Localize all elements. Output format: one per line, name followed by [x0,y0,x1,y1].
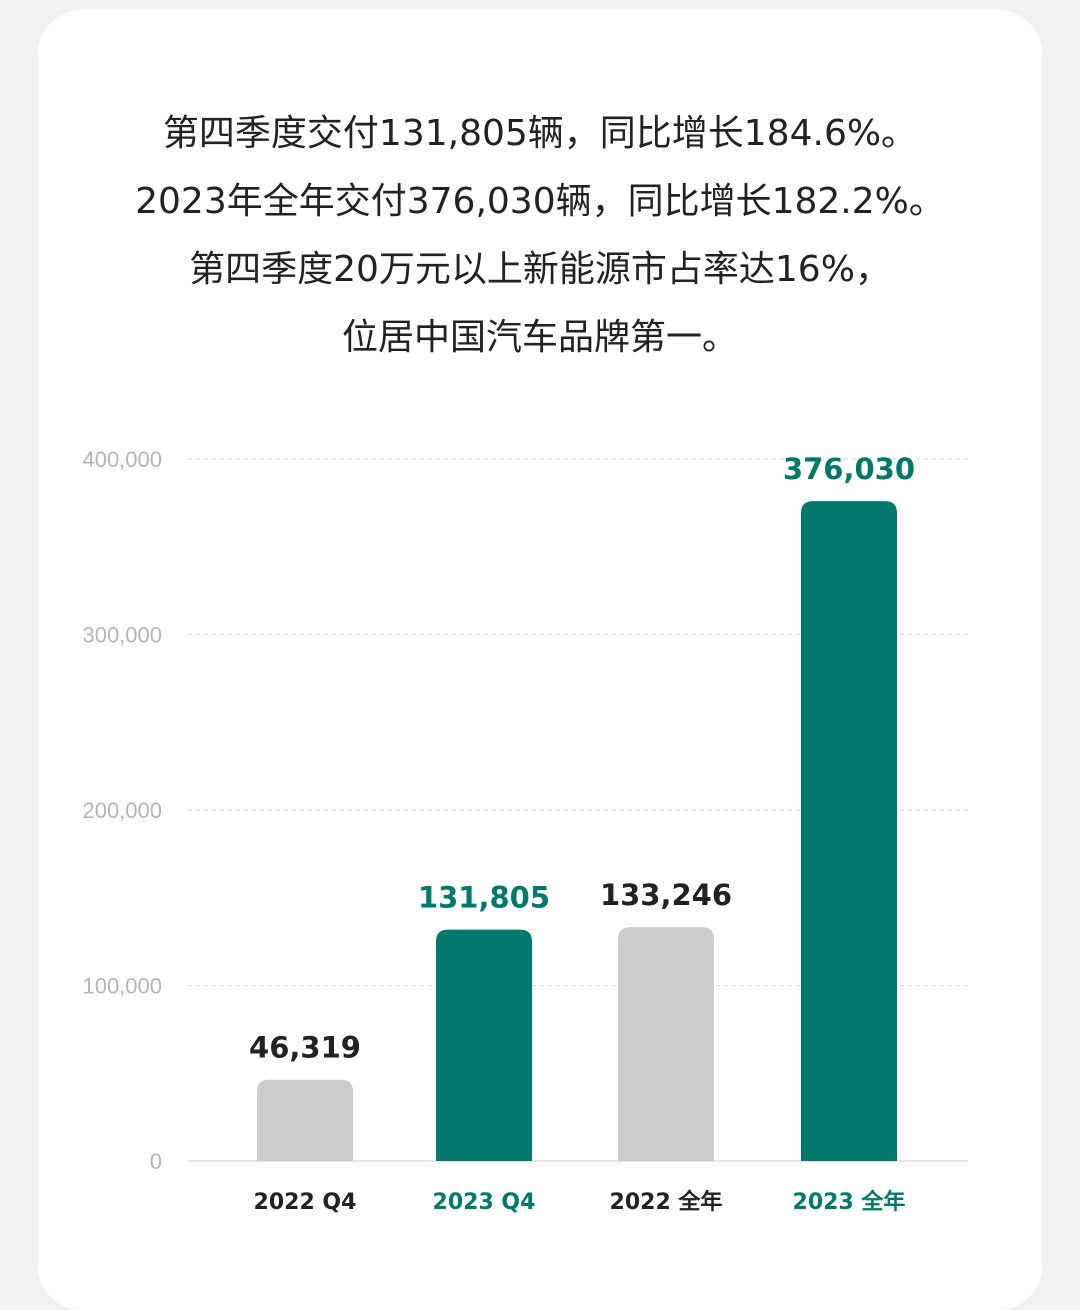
headline-line-4: 位居中国汽车品牌第一。 [341,317,738,358]
y-tick-label: 0 [150,1149,162,1174]
headline-line-3: 第四季度20万元以上新能源市占率达16%， [189,249,891,290]
bar [618,927,714,1161]
bar-value-label: 131,805 [418,881,550,915]
bar [257,1079,353,1161]
bar-chart: 0 100,000 200,000 300,000 400,000 46,319 2022 … [82,447,968,1215]
headline: 第四季度交付131,805辆，同比增长184.6%。 2023年全年交付376,… [0,100,1080,372]
bar-value-label: 376,030 [783,452,915,486]
headline-line-2: 2023年全年交付376,030辆，同比增长182.2%。 [135,181,945,222]
y-tick-label: 400,000 [82,447,162,472]
x-tick-label: 2023 全年 [793,1189,906,1215]
y-tick-label: 200,000 [82,798,162,823]
bar-value-label: 46,319 [249,1031,361,1065]
bar [801,501,897,1161]
bar [436,929,532,1161]
headline-line-1: 第四季度交付131,805辆，同比增长184.6%。 [162,113,918,154]
x-tick-label: 2022 全年 [610,1189,723,1215]
x-tick-label: 2022 Q4 [254,1190,357,1215]
y-tick-label: 100,000 [82,974,162,999]
x-tick-label: 2023 Q4 [433,1190,536,1215]
y-tick-label: 300,000 [82,623,162,648]
bar-value-label: 133,246 [600,878,732,912]
